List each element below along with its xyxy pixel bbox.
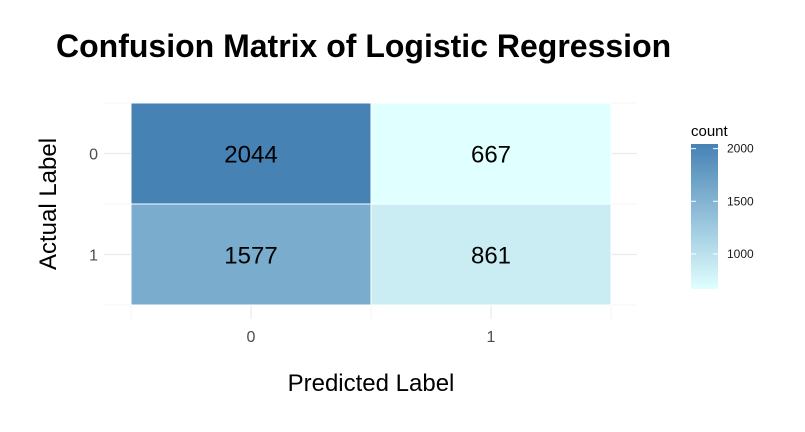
y-axis-title: Actual Label [35,138,62,270]
heatmap-cell [370,203,612,306]
heatmap-cells [130,102,612,306]
y-tick-label: 0 [89,147,98,164]
chart-title: Confusion Matrix of Logistic Regression [56,28,672,64]
cell-labels: 2044 667 1577 861 [224,142,511,270]
cell-count-label: 2044 [224,142,277,169]
legend-colorbar [691,144,718,289]
cell-count-label: 667 [471,142,511,169]
x-tick-label: 1 [487,329,496,346]
y-tick-label: 1 [89,248,98,265]
cell-count-label: 1577 [224,243,277,270]
y-axis-ticks: 01 [89,147,98,265]
legend-ticks: 1000 1500 2000 [691,142,754,261]
heatmap-cell [370,102,612,205]
heatmap-cell [130,203,372,306]
legend-title: count [691,123,729,140]
heatmap-cell [130,102,372,205]
cell-count-label: 861 [471,243,511,270]
legend-tick-label: 2000 [727,142,754,156]
x-tick-label: 0 [247,329,256,346]
legend-tick-label: 1500 [727,194,754,208]
legend-tick-label: 1000 [727,247,754,261]
color-legend: count 1000 1500 2000 [691,123,754,289]
x-axis-title: Predicted Label [288,370,455,397]
